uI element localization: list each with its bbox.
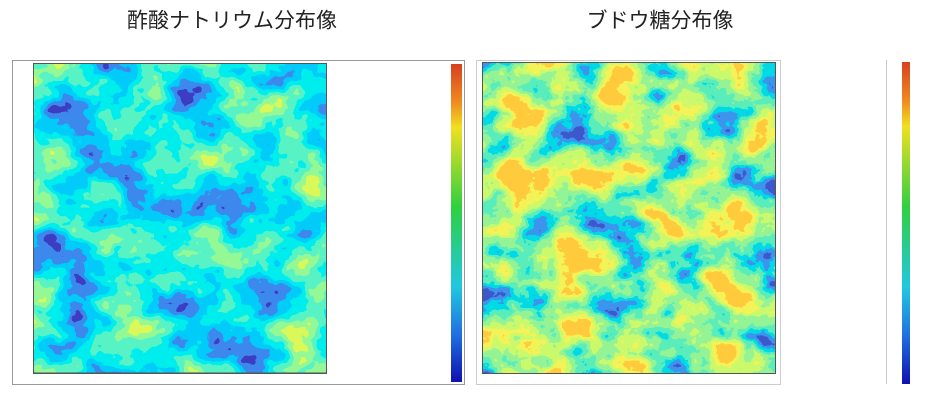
- panel-title: ブドウ糖分布像: [587, 9, 734, 33]
- left-map-panel: [13, 61, 465, 385]
- colorbar: [451, 64, 462, 382]
- right-map-panel: [477, 60, 911, 385]
- figure: 酢酸ナトリウム分布像 ブドウ糖分布像: [0, 0, 932, 404]
- colorbar: [902, 62, 910, 384]
- heatmap: [33, 63, 327, 373]
- heatmap: [482, 62, 776, 374]
- panel-title: 酢酸ナトリウム分布像: [127, 9, 337, 33]
